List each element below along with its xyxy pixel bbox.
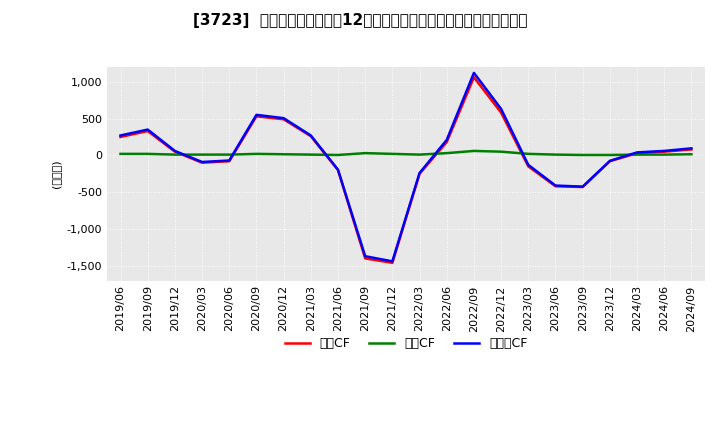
投資CF	[497, 149, 505, 154]
営業CF	[252, 114, 261, 119]
営業CF	[388, 260, 397, 265]
営業CF	[116, 134, 125, 139]
営業CF	[578, 184, 587, 190]
フリーCF	[606, 158, 614, 164]
投資CF	[388, 151, 397, 157]
フリーCF	[415, 170, 424, 176]
投資CF	[578, 152, 587, 158]
投資CF	[171, 152, 179, 157]
フリーCF	[143, 127, 152, 132]
フリーCF	[524, 162, 533, 168]
営業CF	[307, 134, 315, 139]
営業CF	[606, 158, 614, 164]
営業CF	[198, 160, 207, 165]
営業CF	[279, 117, 288, 122]
営業CF	[442, 139, 451, 145]
営業CF	[143, 128, 152, 134]
投資CF	[687, 152, 696, 157]
フリーCF	[469, 70, 478, 76]
Line: 投資CF: 投資CF	[120, 151, 691, 155]
フリーCF	[578, 184, 587, 189]
フリーCF	[279, 116, 288, 121]
営業CF	[660, 149, 669, 154]
フリーCF	[333, 167, 342, 172]
営業CF	[225, 158, 233, 164]
Y-axis label: (百万円): (百万円)	[51, 159, 61, 188]
投資CF	[606, 152, 614, 158]
投資CF	[279, 152, 288, 157]
投資CF	[415, 152, 424, 157]
営業CF	[524, 164, 533, 169]
フリーCF	[687, 146, 696, 151]
フリーCF	[171, 148, 179, 154]
投資CF	[307, 152, 315, 157]
投資CF	[660, 152, 669, 157]
営業CF	[333, 168, 342, 173]
投資CF	[198, 152, 207, 157]
投資CF	[442, 150, 451, 156]
フリーCF	[361, 253, 369, 259]
フリーCF	[307, 133, 315, 138]
フリーCF	[551, 183, 559, 188]
営業CF	[633, 150, 642, 156]
営業CF	[415, 171, 424, 176]
営業CF	[551, 183, 559, 189]
フリーCF	[388, 259, 397, 264]
Line: フリーCF: フリーCF	[120, 73, 691, 261]
投資CF	[116, 151, 125, 157]
営業CF	[361, 256, 369, 261]
フリーCF	[497, 106, 505, 112]
フリーCF	[442, 137, 451, 143]
フリーCF	[633, 150, 642, 155]
営業CF	[687, 147, 696, 152]
投資CF	[633, 152, 642, 157]
投資CF	[469, 148, 478, 154]
フリーCF	[198, 159, 207, 165]
投資CF	[143, 151, 152, 157]
投資CF	[225, 152, 233, 157]
営業CF	[497, 110, 505, 115]
フリーCF	[660, 148, 669, 154]
営業CF	[469, 75, 478, 80]
投資CF	[524, 151, 533, 157]
フリーCF	[116, 133, 125, 138]
営業CF	[171, 149, 179, 154]
フリーCF	[252, 112, 261, 117]
投資CF	[333, 152, 342, 158]
Text: [3723]  キャッシュフローの12か月移動合計の対前年同期増減額の推移: [3723] キャッシュフローの12か月移動合計の対前年同期増減額の推移	[193, 13, 527, 28]
投資CF	[361, 150, 369, 156]
投資CF	[551, 152, 559, 157]
Line: 営業CF: 営業CF	[120, 77, 691, 263]
投資CF	[252, 151, 261, 157]
Legend: 営業CF, 投資CF, フリーCF: 営業CF, 投資CF, フリーCF	[279, 332, 532, 356]
フリーCF	[225, 158, 233, 163]
